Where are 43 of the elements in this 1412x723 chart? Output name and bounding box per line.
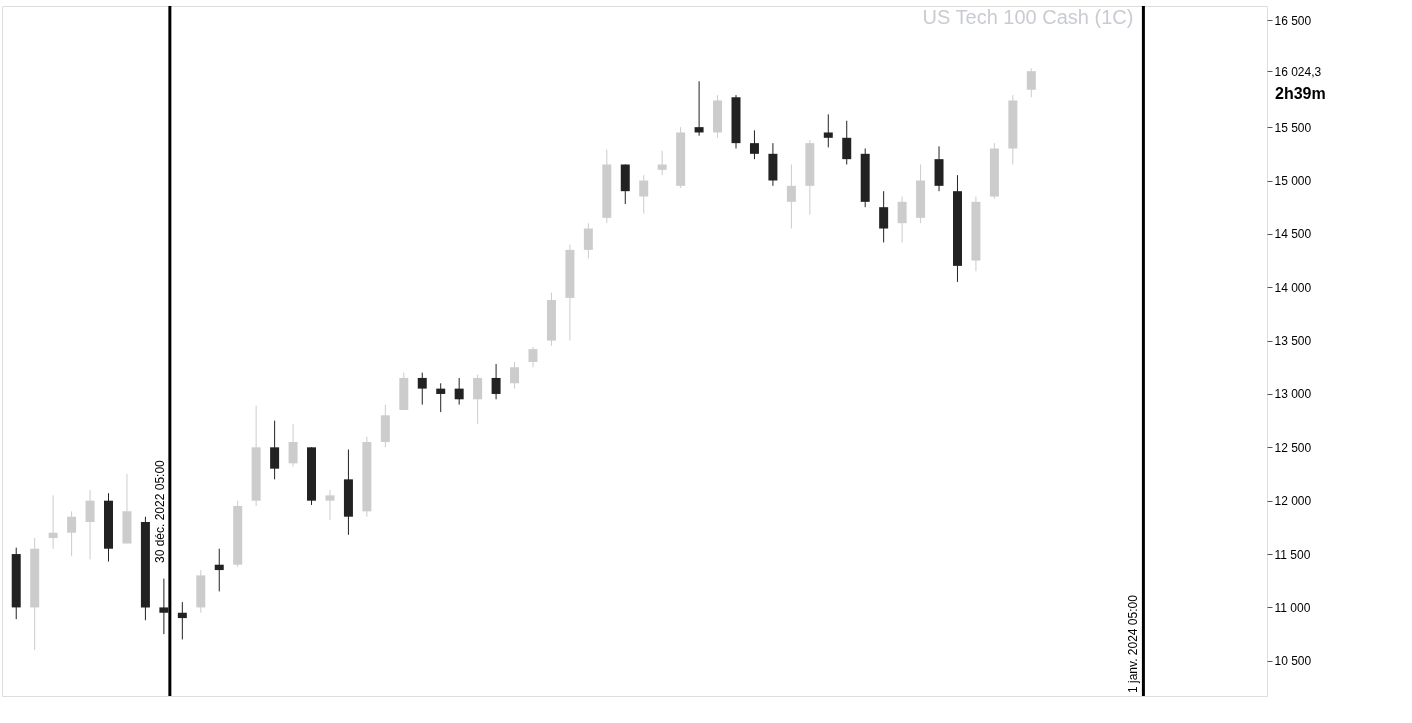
candlestick (85, 489, 95, 560)
candlestick (67, 510, 77, 557)
candlestick (749, 129, 759, 160)
annotation: 30 déc. 2022 05:00 (152, 459, 167, 563)
y-tick-label: 16 024,3 (1274, 64, 1322, 79)
candlestick (583, 222, 593, 259)
candlestick (528, 346, 538, 368)
candlestick (214, 548, 224, 592)
candlestick (879, 190, 889, 243)
y-tick-label: 16 500 (1274, 13, 1312, 28)
candlestick (270, 420, 280, 480)
candlestick (491, 363, 501, 400)
candlestick (436, 382, 446, 413)
y-tick-label: 12 500 (1274, 440, 1312, 455)
candlestick (473, 374, 483, 425)
candlestick (639, 174, 649, 215)
y-tick-label: 14 500 (1274, 227, 1312, 242)
candlestick (842, 120, 852, 165)
y-tick-label: 11 000 (1274, 600, 1311, 615)
candlestick (159, 578, 169, 635)
y-tick-label: 13 500 (1274, 334, 1312, 349)
candlestick (288, 423, 298, 468)
y-tick-label: 13 000 (1274, 387, 1312, 402)
candlestick (823, 113, 833, 148)
y-tick-label: 15 000 (1274, 174, 1312, 188)
candlestick (694, 80, 704, 137)
y-tick-label: 12 000 (1274, 494, 1312, 509)
candlestick (417, 372, 427, 406)
candlestick (657, 150, 667, 176)
annotation: 1 janv. 2024 05:00 (1126, 594, 1141, 693)
text: 2h39m (1275, 85, 1326, 102)
y-tick-label: 11 500 (1274, 547, 1311, 562)
candlestick (325, 489, 335, 521)
candlestick (510, 361, 520, 390)
candlestick (1026, 67, 1036, 98)
candlestick (897, 196, 907, 243)
candlestick (48, 494, 58, 550)
candlestick (454, 377, 464, 406)
y-tick-label: 15 500 (1274, 120, 1312, 135)
y-tick-label: 14 000 (1274, 280, 1312, 295)
candlestick (786, 163, 796, 230)
candlestick (177, 601, 187, 640)
y-tick-label: 10 500 (1274, 654, 1312, 669)
